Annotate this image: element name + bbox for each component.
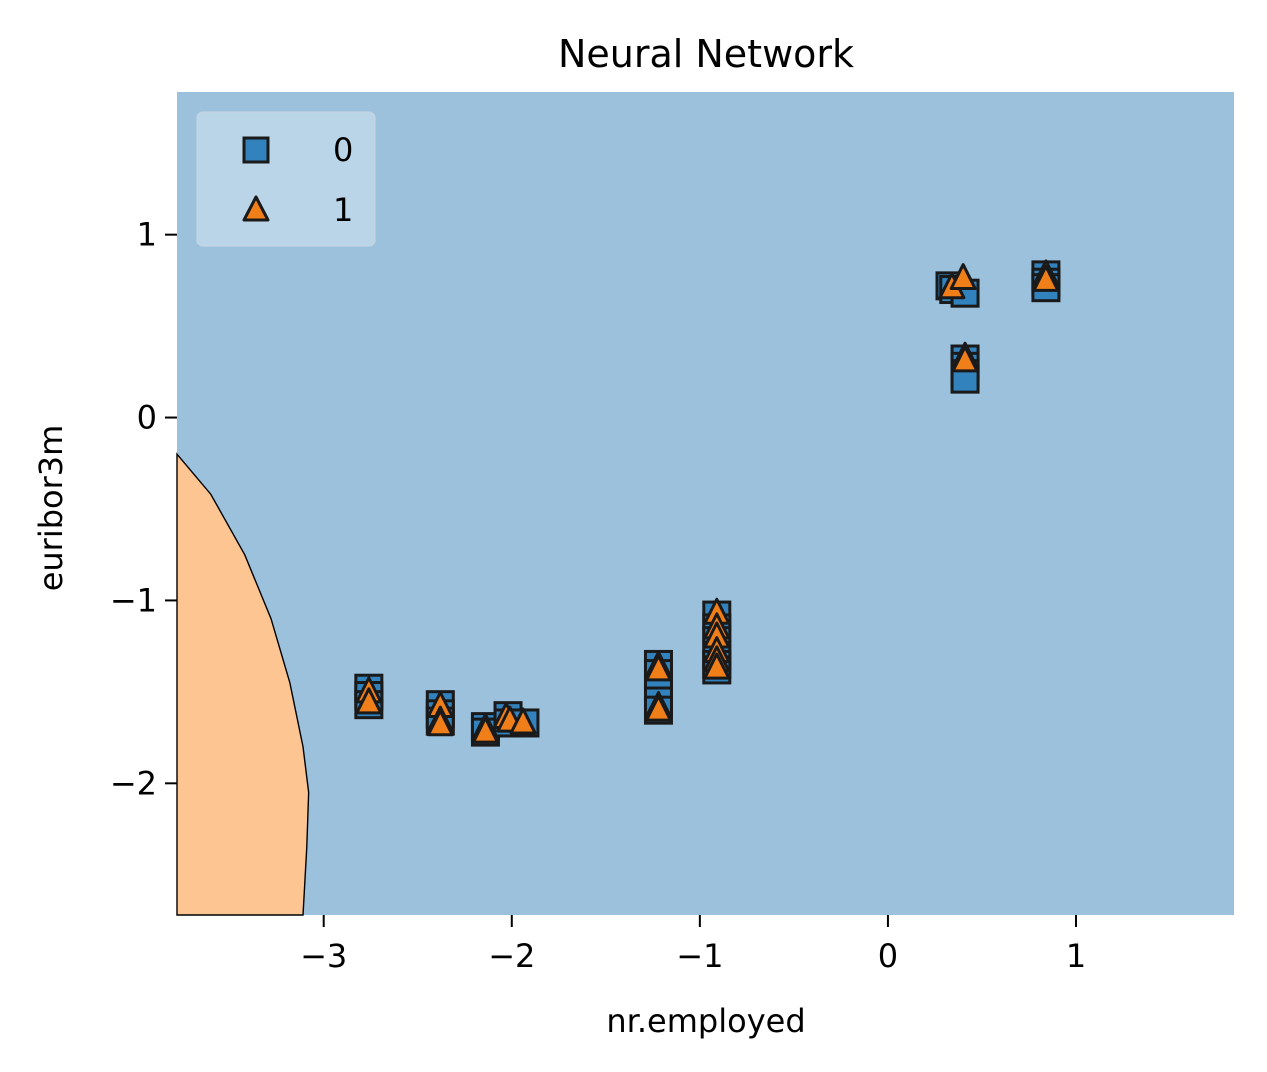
y-tick-label: 1 xyxy=(137,216,157,254)
point-class-1 xyxy=(471,716,499,744)
point-class-1 xyxy=(949,263,977,291)
point-class-1 xyxy=(355,687,383,715)
legend-label: 0 xyxy=(333,131,353,169)
legend-entries: 01 xyxy=(242,131,353,229)
x-axis-label: nr.employed xyxy=(606,1002,805,1040)
x-tick-label: −3 xyxy=(300,937,347,975)
x-tick-label: −1 xyxy=(676,937,723,975)
legend-marker-triangle xyxy=(242,195,270,222)
x-axis: −3 −2 −1 0 1 xyxy=(300,915,1086,975)
y-tick-label: 0 xyxy=(137,399,157,437)
legend-box xyxy=(196,111,376,247)
y-axis-label: euribor3m xyxy=(32,425,70,592)
point-class-1 xyxy=(951,345,979,373)
series-1-points xyxy=(355,259,1060,744)
point-class-1 xyxy=(426,709,454,737)
point-class-1 xyxy=(703,652,731,680)
decision-region-class-1 xyxy=(176,452,310,916)
y-tick-label: −1 xyxy=(110,581,157,619)
point-class-1 xyxy=(644,654,672,682)
legend-marker-square xyxy=(242,136,270,164)
point-class-1 xyxy=(644,694,672,722)
plot-area xyxy=(176,92,1234,916)
x-tick-label: −2 xyxy=(488,937,535,975)
y-tick-label: −2 xyxy=(110,764,157,802)
x-tick-label: 0 xyxy=(878,937,898,975)
point-class-1 xyxy=(509,707,537,735)
point-class-1 xyxy=(1032,264,1060,292)
legend: 01 xyxy=(196,111,376,247)
scatter-points xyxy=(354,259,1061,747)
x-tick-label: 1 xyxy=(1066,937,1086,975)
legend-label: 1 xyxy=(333,191,353,229)
x-ticks: −3 −2 −1 0 1 xyxy=(300,915,1086,975)
decision-region-class-0 xyxy=(177,92,1234,915)
y-ticks: −2 −1 0 1 xyxy=(110,216,177,802)
chart-title: Neural Network xyxy=(558,32,854,76)
y-axis: −2 −1 0 1 xyxy=(110,216,177,802)
